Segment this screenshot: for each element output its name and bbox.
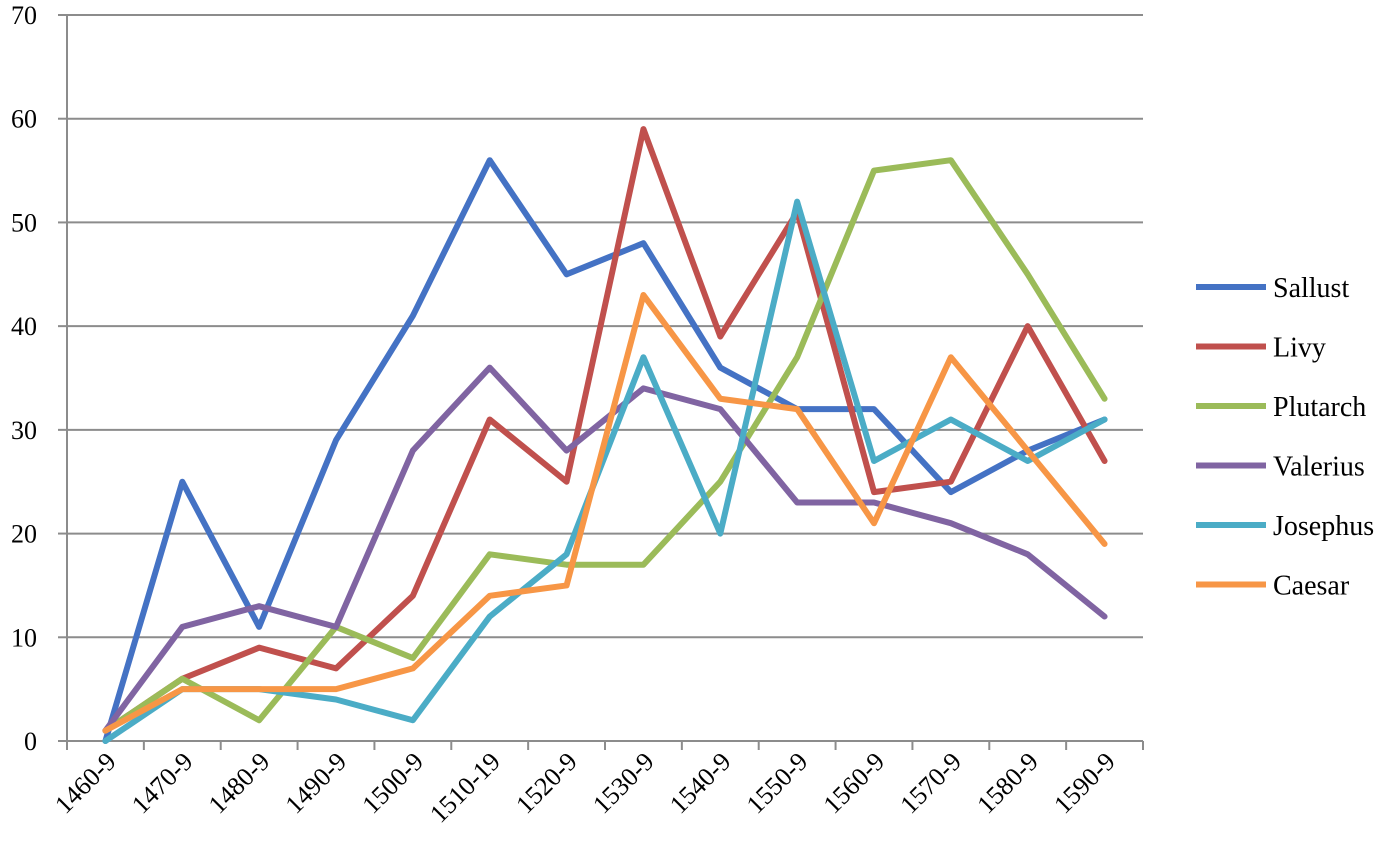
x-tick-label: 1550-9	[741, 747, 814, 820]
x-tick-label: 1560-9	[818, 747, 891, 820]
x-tick-label: 1590-9	[1048, 747, 1121, 820]
legend-label: Josephus	[1273, 511, 1374, 542]
y-tick-label: 50	[11, 208, 37, 237]
y-tick-label: 60	[11, 105, 37, 134]
legend-label: Sallust	[1273, 273, 1349, 304]
y-tick-label: 70	[11, 1, 37, 30]
axes	[66, 15, 1143, 742]
x-tick-label: 1540-9	[664, 747, 737, 820]
y-tick-label: 20	[11, 520, 37, 549]
y-tick-label: 40	[11, 312, 37, 341]
series-line-livy	[102, 126, 1108, 734]
series-lines	[102, 126, 1108, 744]
y-tick-label: 0	[24, 727, 37, 756]
legend-label: Plutarch	[1273, 392, 1366, 423]
x-tick-label: 1460-9	[49, 747, 122, 820]
legend-label: Caesar	[1273, 571, 1350, 602]
y-axis-ticks: 0 10 20 30 40 50 60 70	[11, 1, 67, 756]
x-tick-label: 1580-9	[971, 747, 1044, 820]
x-tick-label: 1500-9	[356, 747, 429, 820]
x-tick-label: 1570-9	[894, 747, 967, 820]
x-tick-label: 1480-9	[203, 747, 276, 820]
x-tick-label: 1470-9	[126, 747, 199, 820]
legend-label: Livy	[1273, 333, 1326, 364]
x-tick-label: 1520-9	[510, 747, 583, 820]
x-tick-label: 1530-9	[587, 747, 660, 820]
series-line-sallust	[102, 157, 1108, 744]
series-line-plutarch	[102, 157, 1108, 734]
gridlines	[67, 14, 1143, 639]
x-tick-label: 1490-9	[280, 747, 353, 820]
legend-label: Valerius	[1273, 452, 1365, 483]
series-line-valerius	[102, 364, 1108, 734]
x-tick-label: 1510-19	[424, 747, 506, 829]
y-tick-label: 30	[11, 416, 37, 445]
series-line-caesar	[102, 292, 1108, 734]
legend: Sallust Livy Plutarch Valerius Josephus Caesa…	[1196, 273, 1374, 602]
y-tick-label: 10	[11, 623, 37, 652]
